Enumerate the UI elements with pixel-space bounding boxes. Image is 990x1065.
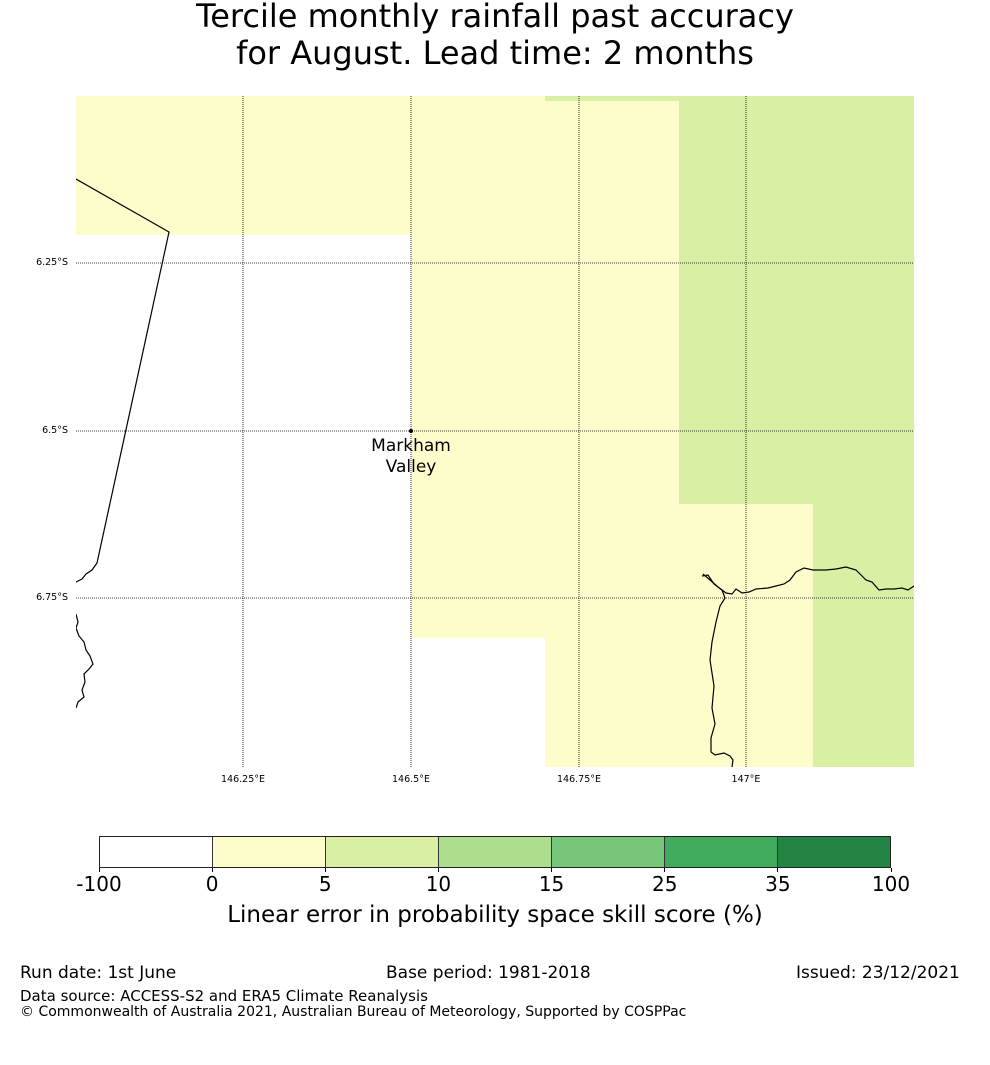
place-marker-dot <box>409 429 413 433</box>
colorbar-tick-mark <box>664 868 666 872</box>
issued-date: Issued: 23/12/2021 <box>796 963 960 983</box>
graticule <box>76 96 914 767</box>
colorbar-tick-mark <box>777 868 779 872</box>
lat-label-6-25s: 6.25°S <box>36 257 68 268</box>
copyright: © Commonwealth of Australia 2021, Austra… <box>20 1004 687 1020</box>
colorbar-label: Linear error in probability space skill … <box>227 902 763 928</box>
colorbar-segment <box>439 837 552 867</box>
skill-score-map <box>76 96 914 767</box>
skill-region-5-10 <box>813 96 914 767</box>
colorbar-tick-label: 10 <box>425 872 452 896</box>
colorbar-tick-mark <box>324 868 326 872</box>
colorbar-tick-label: 35 <box>765 872 791 896</box>
place-label-line-2: Valley <box>385 457 437 477</box>
colorbar-tick-label: 25 <box>651 872 678 896</box>
lon-label-147e: 147°E <box>731 774 761 785</box>
colorbar-segment <box>326 837 439 867</box>
colorbar-tick-mark <box>890 868 892 872</box>
colorbar-segment <box>665 837 778 867</box>
colorbar-segment <box>213 837 326 867</box>
lon-label-146-5e: 146.5°E <box>392 774 430 785</box>
province-boundary <box>76 178 170 583</box>
colorbar <box>99 836 891 868</box>
lat-label-6-5s: 6.5°S <box>42 425 68 436</box>
colorbar-tick-mark <box>211 868 213 872</box>
colorbar-segment <box>778 837 890 867</box>
colorbar-tick-label: 100 <box>871 872 911 896</box>
coastline-west <box>76 613 94 709</box>
place-label-markham-valley: Markham Valley <box>351 436 471 478</box>
map-title-line-1: Tercile monthly rainfall past accuracy <box>196 0 794 35</box>
colorbar-tick-label: 0 <box>205 872 219 896</box>
colorbar-tick-label: 5 <box>318 872 332 896</box>
data-source: Data source: ACCESS-S2 and ERA5 Climate … <box>20 987 428 1005</box>
place-label-line-1: Markham <box>371 436 451 456</box>
run-date: Run date: 1st June <box>20 963 177 983</box>
colorbar-segment <box>552 837 665 867</box>
colorbar-tick-label: 15 <box>538 872 565 896</box>
colorbar-segment <box>100 837 213 867</box>
map-title-line-2: for August. Lead time: 2 months <box>236 34 754 72</box>
coastline-east <box>702 566 914 595</box>
lat-label-6-75s: 6.75°S <box>36 592 68 603</box>
colorbar-tick-mark <box>551 868 553 872</box>
lon-label-146-25e: 146.25°E <box>221 774 265 785</box>
skill-region-0-5 <box>76 96 411 235</box>
colorbar-tick-mark <box>98 868 100 872</box>
boundary-lines <box>76 178 914 767</box>
lon-label-146-75e: 146.75°E <box>557 774 601 785</box>
colorbar-tick-label: -100 <box>76 872 122 896</box>
colorbar-tick-mark <box>437 868 439 872</box>
base-period: Base period: 1981-2018 <box>386 963 591 983</box>
